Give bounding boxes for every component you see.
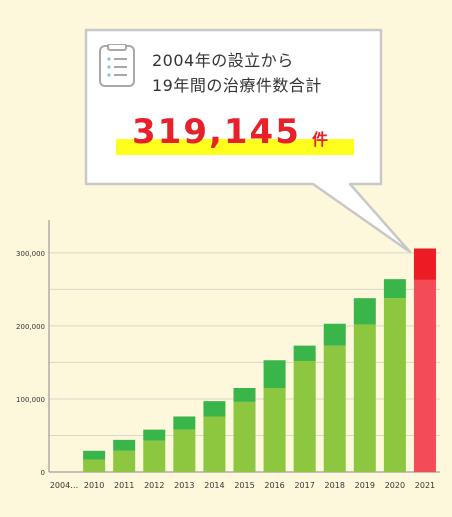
bar-segment-cumulative — [83, 459, 106, 472]
x-tick-label: 2016 — [264, 481, 284, 490]
y-tick-label: 200,000 — [16, 323, 45, 331]
x-tick-label: 2015 — [234, 481, 254, 490]
y-tick-label: 100,000 — [16, 396, 45, 404]
document-list-icon — [99, 44, 135, 87]
bar-segment-cumulative — [353, 324, 376, 472]
bar-segment-cumulative — [383, 298, 406, 472]
x-tick-label: 2012 — [144, 481, 164, 490]
bar-segment-cumulative — [323, 345, 346, 472]
bar-segment-year — [203, 401, 226, 417]
bar-segment-year — [173, 416, 196, 430]
y-tick-label: 0 — [41, 469, 45, 477]
x-tick-label: 2014 — [204, 481, 224, 490]
bar-segment-year — [143, 429, 166, 441]
bar-segment-year — [83, 450, 106, 460]
bar-segment-cumulative — [263, 388, 286, 472]
bar-segment-cumulative — [233, 401, 256, 472]
x-tick-label: 2019 — [355, 481, 375, 490]
bar-segment-year — [263, 360, 286, 388]
bar-segment-cumulative — [173, 429, 196, 472]
bar-segment-year — [413, 248, 436, 280]
callout-heading-line2: 19年間の治療件数合計 — [152, 76, 322, 95]
total-count-value: 319,145 — [132, 112, 301, 152]
bar-segment-cumulative — [143, 440, 166, 472]
x-tick-label: 2017 — [294, 481, 314, 490]
total-count: 319,145 件 — [116, 110, 354, 158]
bar-segment-year — [323, 323, 346, 346]
x-tick-label: 2020 — [385, 481, 405, 490]
bar-segment-year — [383, 279, 406, 299]
x-tick-label: 2021 — [415, 481, 435, 490]
x-tick-label: 2004… — [50, 481, 78, 490]
x-tick-label: 2010 — [84, 481, 104, 490]
x-tick-label: 2018 — [325, 481, 345, 490]
bar-segment-cumulative — [113, 450, 136, 472]
bar-segment-year — [293, 345, 316, 361]
x-tick-label: 2013 — [174, 481, 194, 490]
bar-segment-year — [113, 439, 136, 451]
bar-segment-cumulative — [203, 416, 226, 472]
total-count-unit: 件 — [312, 130, 329, 149]
bar-segment-year — [353, 298, 376, 325]
bar-segment-cumulative — [413, 279, 436, 472]
bar-segment-cumulative — [293, 360, 316, 472]
y-tick-label: 300,000 — [16, 250, 45, 258]
bar-segment-year — [233, 388, 256, 402]
total-highlight-marker — [116, 139, 354, 155]
x-tick-label: 2011 — [114, 481, 134, 490]
callout-heading-line1: 2004年の設立から — [152, 51, 294, 70]
